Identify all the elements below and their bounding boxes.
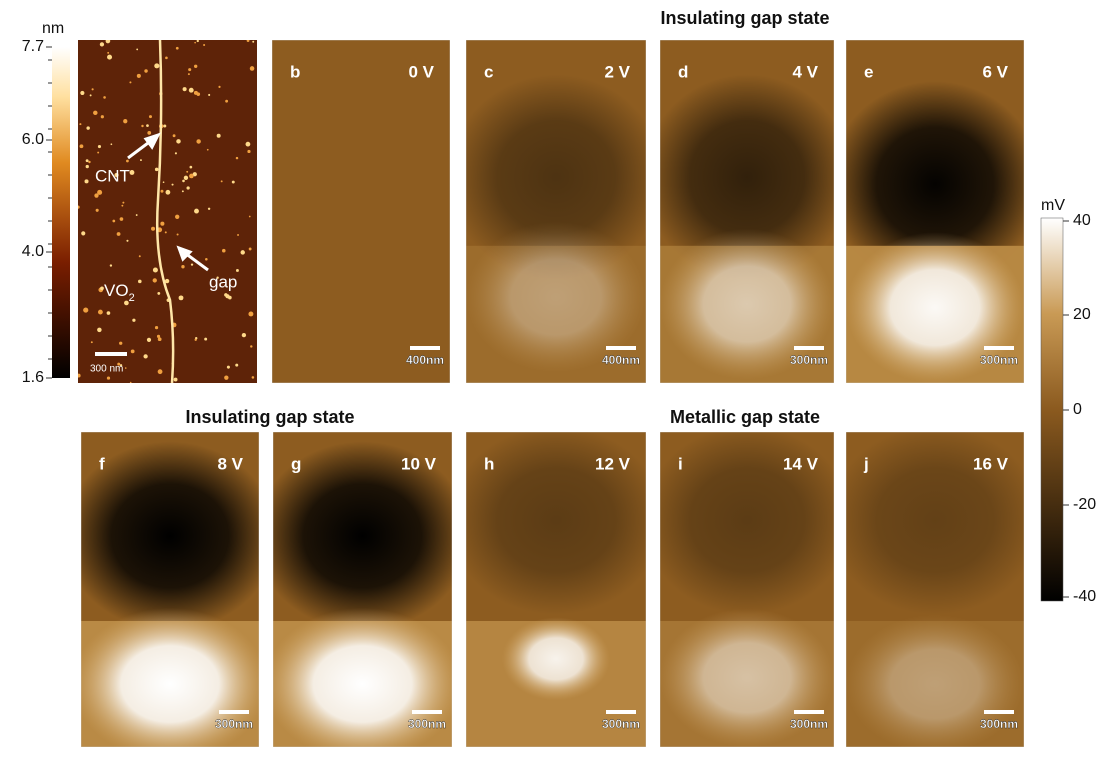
kpfm-image [448, 40, 664, 383]
colorbar-unit: nm [42, 20, 64, 37]
panel-label: e [864, 62, 873, 81]
panel-label: j [863, 454, 869, 473]
scale-bar [219, 710, 249, 714]
tick-label: -20 [1073, 496, 1096, 513]
tick-label: -40 [1073, 588, 1096, 605]
panel-label: f [99, 454, 105, 473]
scale-label: 300nm [408, 717, 446, 731]
scale-bar [794, 710, 824, 714]
panel-label: c [484, 62, 493, 81]
scale-bar [606, 710, 636, 714]
colorbar-unit: mV [1041, 197, 1065, 214]
voltage: 4 V [792, 62, 818, 81]
panel-label: g [291, 454, 301, 473]
scale-label: 400nm [406, 353, 444, 367]
scale-label: 300nm [215, 717, 253, 731]
voltage: 14 V [783, 454, 819, 473]
panel-label: b [290, 62, 300, 81]
annotation: gap [209, 272, 237, 291]
tick-label: 6.0 [22, 131, 44, 148]
scale-label: 300 nm [90, 364, 123, 375]
voltage: 10 V [401, 454, 437, 473]
scale-bar [95, 352, 127, 356]
tick-label: 4.0 [22, 243, 44, 260]
kpfm-image [272, 40, 450, 383]
title: Insulating gap state [660, 8, 829, 28]
kpfm-image [643, 426, 852, 747]
scale-bar [984, 710, 1014, 714]
scale-label: 300nm [602, 717, 640, 731]
scale-bar [794, 346, 824, 350]
panel-label: i [678, 454, 683, 473]
panel-label: d [678, 62, 688, 81]
tick-label: 20 [1073, 306, 1091, 323]
tick-label: 1.6 [22, 369, 44, 386]
scale-bar [410, 346, 440, 350]
kpfm-image [828, 40, 1042, 383]
scale-label: 300nm [790, 353, 828, 367]
topography-image [76, 39, 257, 384]
scale-bar [984, 346, 1014, 350]
scale-label: 400nm [602, 353, 640, 367]
tick-label: 7.7 [22, 38, 44, 55]
voltage: 2 V [604, 62, 630, 81]
scale-label: 300nm [790, 717, 828, 731]
scale-label: 300nm [980, 353, 1018, 367]
scale-bar [606, 346, 636, 350]
kpfm-image [828, 426, 1042, 754]
voltage: 6 V [982, 62, 1008, 81]
tick-label: 0 [1073, 401, 1082, 418]
voltage: 16 V [973, 454, 1009, 473]
tick-label: 40 [1073, 212, 1091, 229]
voltage: 12 V [595, 454, 631, 473]
voltage: 8 V [217, 454, 243, 473]
kpfm-image [448, 426, 664, 747]
colorbar [52, 47, 70, 378]
panel-label: h [484, 454, 494, 473]
scale-label: 300nm [980, 717, 1018, 731]
figure: Insulating gap state Insulating gap stat… [0, 0, 1119, 769]
kpfm-image [643, 40, 852, 383]
scale-bar [412, 710, 442, 714]
annotation: CNT [95, 166, 130, 185]
title: Insulating gap state [185, 407, 354, 427]
colorbar [1041, 218, 1063, 601]
title: Metallic gap state [670, 407, 820, 427]
voltage: 0 V [408, 62, 434, 81]
